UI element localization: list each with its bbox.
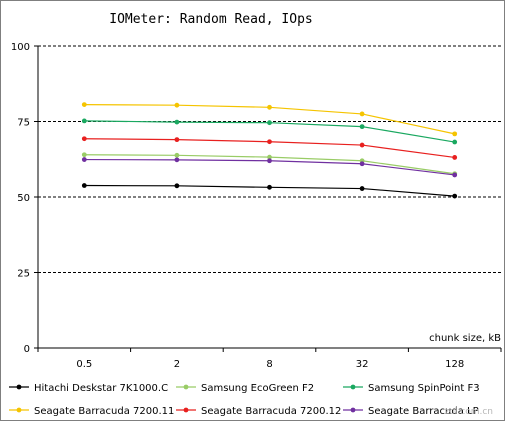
y-tick-label: 50 [17, 193, 30, 204]
legend-swatch-marker [350, 407, 356, 413]
legend-item: Hitachi Deskstar 7K1000.C [9, 383, 168, 394]
legend-label: Seagate Barracuda 7200.12 [201, 406, 341, 417]
axes: 0 25 50 75 100 0.5 2 8 32 128 [11, 42, 502, 370]
legend: Hitachi Deskstar 7K1000.C Samsung EcoGree… [9, 383, 480, 417]
legend-item: Samsung SpinPoint F3 [343, 383, 480, 394]
legend-item: Samsung EcoGreen F2 [176, 383, 314, 394]
data-point [267, 120, 272, 126]
data-point [174, 152, 180, 158]
x-tick-label: 8 [266, 359, 272, 370]
legend-item: Seagate Barracuda 7200.12 [176, 406, 341, 417]
data-point [452, 131, 458, 137]
data-point [81, 152, 87, 158]
x-tick-label: 128 [445, 359, 464, 370]
data-point [267, 184, 272, 190]
data-point [81, 136, 87, 142]
data-point [452, 155, 458, 160]
data-point [359, 142, 365, 148]
data-point [174, 183, 180, 189]
data-point [359, 161, 365, 167]
series-lines [81, 102, 458, 199]
data-point [174, 157, 180, 163]
legend-label: Hitachi Deskstar 7K1000.C [34, 383, 168, 394]
series-4 [81, 136, 458, 160]
legend-swatch-marker [183, 384, 189, 390]
data-point [81, 183, 87, 188]
chart-title: IOMeter: Random Read, IOps [109, 12, 313, 27]
y-tick-label: 75 [17, 118, 30, 129]
data-point [267, 154, 272, 160]
data-point [452, 139, 458, 145]
data-point [359, 111, 365, 117]
legend-label: Samsung SpinPoint F3 [368, 383, 480, 394]
x-tick-label: 32 [356, 359, 369, 370]
data-point [174, 119, 180, 125]
x-tick-label: 0.5 [76, 359, 92, 370]
legend-swatch-marker [16, 384, 22, 390]
data-point [452, 193, 458, 199]
legend-label: Samsung EcoGreen F2 [201, 383, 314, 394]
data-point [174, 137, 180, 143]
series-5 [81, 157, 458, 178]
data-point [267, 139, 272, 145]
data-point [359, 124, 365, 130]
y-tick-label: 0 [24, 344, 30, 355]
legend-label: Seagate Barracuda LP [368, 406, 479, 417]
data-point [81, 118, 87, 124]
data-point [359, 186, 365, 191]
data-point [174, 102, 180, 108]
data-point [452, 172, 458, 178]
series-1 [81, 152, 458, 177]
legend-item: Seagate Barracuda 7200.11 [9, 406, 174, 417]
y-tick-label: 100 [11, 42, 30, 53]
y-tick-label: 25 [17, 269, 30, 280]
series-0 [81, 183, 458, 199]
legend-swatch-marker [183, 407, 189, 413]
watermark: zol.com.cn [445, 407, 493, 417]
legend-swatch-marker [16, 407, 22, 413]
data-point [81, 157, 87, 162]
legend-label: Seagate Barracuda 7200.11 [34, 406, 174, 417]
legend-item: Seagate Barracuda LP [343, 406, 479, 417]
x-axis-label: chunk size, kB [429, 333, 501, 344]
data-point [267, 104, 272, 110]
series-3 [81, 102, 458, 137]
data-point [267, 158, 272, 164]
data-point [81, 102, 87, 107]
series-2 [81, 118, 458, 145]
legend-swatch-marker [350, 384, 356, 390]
x-tick-label: 2 [174, 359, 180, 370]
